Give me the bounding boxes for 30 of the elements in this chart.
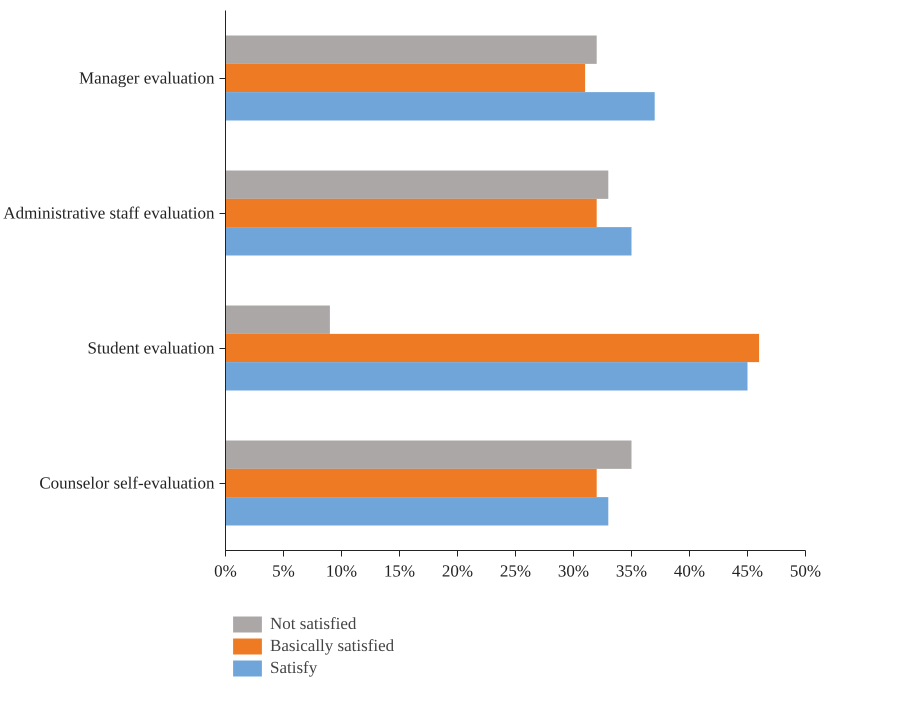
y-tick-label: Counselor self-evaluation [39, 474, 215, 492]
bar [226, 362, 748, 391]
x-tick-label: 50% [790, 562, 822, 580]
bar [226, 198, 597, 228]
bar [226, 92, 655, 121]
bar [226, 468, 597, 498]
legend-label: Basically satisfied [270, 636, 394, 656]
x-tick-label: 15% [384, 562, 416, 580]
legend-label: Satisfy [270, 658, 318, 678]
bar [226, 440, 632, 469]
x-tick-label: 40% [674, 562, 706, 580]
x-tick-label: 30% [558, 562, 590, 580]
bar [226, 227, 632, 256]
x-tick-label: 45% [732, 562, 764, 580]
y-tick-label: Student evaluation [88, 338, 215, 358]
bar [226, 497, 608, 526]
x-tick-label: 5% [272, 562, 295, 580]
bar [226, 35, 597, 64]
x-tick-label: 20% [442, 562, 474, 580]
x-tick-label: 25% [500, 562, 532, 580]
bar [226, 64, 586, 92]
bar [226, 305, 330, 334]
bar [226, 334, 760, 362]
bar [226, 170, 608, 199]
legend-label: Not satisfied [270, 614, 356, 634]
y-tick-label: Manager evaluation [79, 68, 215, 88]
x-tick-label: 10% [326, 562, 358, 580]
x-tick-label: 0% [214, 562, 237, 580]
y-tick-label: Administrative staff evaluation [3, 204, 215, 222]
x-tick-label: 35% [616, 562, 648, 580]
